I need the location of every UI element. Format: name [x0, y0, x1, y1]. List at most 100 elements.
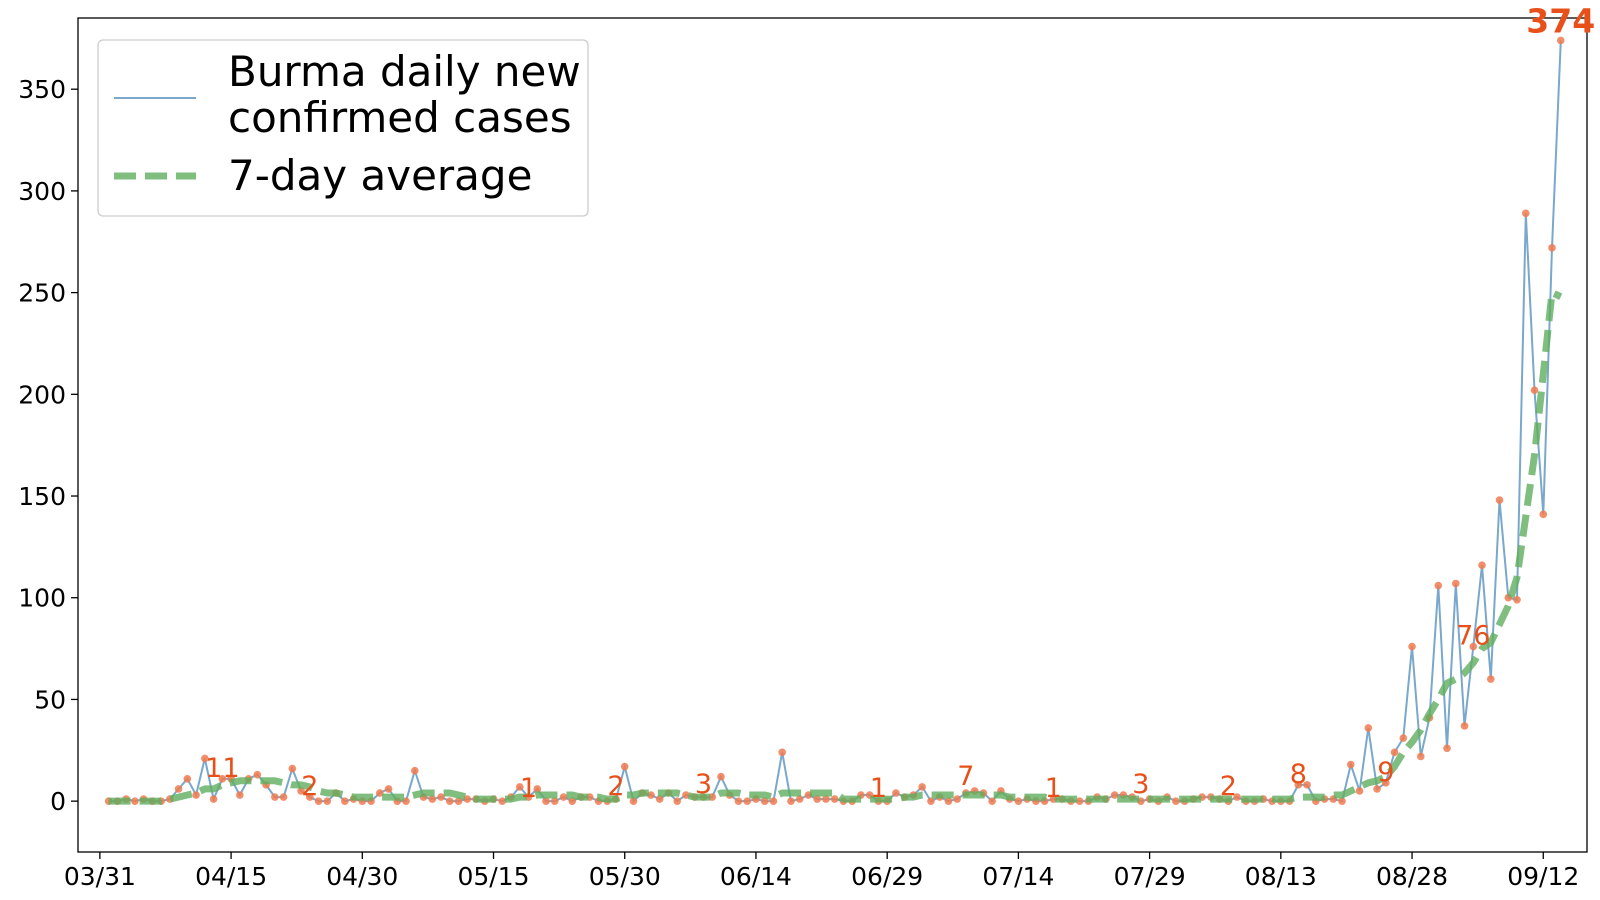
daily-point	[1513, 595, 1521, 604]
y-tick-label: 0	[50, 787, 66, 816]
daily-point	[918, 783, 926, 791]
daily-point	[988, 797, 996, 805]
y-tick-label: 350	[18, 75, 66, 104]
daily-point	[647, 791, 655, 799]
daily-point	[568, 797, 577, 805]
daily-point	[927, 797, 935, 805]
x-tick-label: 09/12	[1507, 862, 1579, 891]
daily-point	[236, 791, 244, 799]
y-tick-label: 100	[18, 584, 66, 613]
legend-box	[97, 39, 589, 217]
daily-point	[1530, 386, 1539, 395]
data-label: 1	[870, 773, 887, 804]
daily-point	[822, 795, 830, 803]
daily-point	[682, 791, 690, 799]
daily-point	[620, 762, 629, 771]
x-tick-label: 06/29	[851, 862, 923, 891]
data-label: 7	[957, 761, 974, 792]
data-label: 76	[1456, 621, 1490, 652]
daily-point	[192, 791, 200, 799]
daily-point	[463, 795, 472, 803]
data-label: 2	[301, 771, 318, 802]
x-tick-label: 08/13	[1245, 862, 1317, 891]
daily-point	[498, 797, 507, 805]
daily-point	[655, 795, 664, 803]
daily-point	[1416, 752, 1425, 761]
legend: Burma daily new confirmed cases 7-day aver…	[97, 39, 589, 217]
daily-point	[743, 797, 752, 805]
legend-average-label: 7-day average	[228, 151, 532, 200]
daily-point	[183, 774, 192, 783]
plot-area: 0 50 100 150 200 250 300 350 03/31 04/15 04/30 05/1…	[18, 1, 1595, 891]
daily-point	[1443, 744, 1451, 753]
data-label: 9	[1377, 757, 1394, 788]
daily-point	[717, 772, 725, 781]
legend-daily-label: Burma daily new confirmed cases	[228, 47, 581, 142]
daily-point	[734, 797, 743, 805]
x-tick-label: 07/29	[1114, 862, 1186, 891]
daily-point	[306, 793, 314, 801]
daily-point	[1338, 797, 1346, 805]
daily-point	[174, 785, 183, 793]
daily-point	[1390, 748, 1399, 757]
daily-point	[533, 785, 542, 793]
daily-point	[209, 795, 218, 803]
x-tick-label: 05/15	[457, 862, 529, 891]
daily-point	[410, 766, 419, 775]
y-tick-label: 300	[18, 177, 66, 206]
daily-point	[376, 789, 384, 797]
y-tick-label: 200	[18, 380, 66, 409]
daily-point	[1460, 722, 1469, 730]
daily-point	[787, 797, 795, 805]
daily-point	[1364, 724, 1373, 732]
daily-point	[445, 797, 454, 805]
data-label: 8	[1290, 759, 1307, 790]
daily-point	[1075, 797, 1084, 805]
y-tick-label: 50	[34, 685, 66, 714]
daily-point	[892, 789, 900, 797]
data-label: 2	[1220, 771, 1237, 802]
daily-point	[795, 795, 804, 803]
daily-point	[1548, 244, 1556, 252]
x-tick-label: 03/31	[64, 862, 136, 891]
daily-point	[253, 770, 262, 779]
daily-point	[1373, 785, 1381, 793]
daily-point	[314, 797, 323, 805]
daily-point	[201, 754, 209, 763]
daily-point	[297, 787, 305, 795]
daily-point	[559, 793, 568, 801]
daily-point	[778, 748, 786, 757]
daily-point	[1434, 581, 1443, 590]
daily-point	[1294, 781, 1303, 789]
x-tick-label: 07/14	[982, 862, 1054, 891]
daily-point	[437, 793, 445, 801]
daily-point	[1347, 760, 1355, 769]
daily-point	[218, 774, 227, 783]
data-label: 2	[607, 771, 624, 802]
y-tick-label: 150	[18, 482, 66, 511]
daily-point	[1539, 510, 1548, 519]
daily-point	[760, 797, 769, 805]
daily-point	[1556, 36, 1565, 45]
data-label: 3	[695, 769, 712, 800]
x-tick-label: 05/30	[589, 862, 661, 891]
daily-point	[1110, 791, 1119, 799]
daily-point	[1303, 781, 1311, 789]
data-label: 374	[1526, 1, 1595, 40]
x-tick-label: 04/15	[195, 862, 267, 891]
daily-point	[1355, 787, 1364, 795]
x-tick-label: 06/14	[720, 862, 792, 891]
data-label: 1	[520, 773, 537, 804]
daily-point	[428, 795, 437, 803]
daily-point	[769, 797, 778, 805]
daily-point	[288, 764, 297, 773]
daily-point	[341, 797, 349, 805]
daily-point	[953, 795, 961, 803]
plot-frame	[77, 17, 1588, 853]
daily-point	[1495, 496, 1504, 504]
daily-point	[131, 797, 139, 805]
daily-point	[1486, 675, 1495, 683]
daily-point	[1014, 797, 1023, 805]
daily-point	[629, 797, 638, 805]
